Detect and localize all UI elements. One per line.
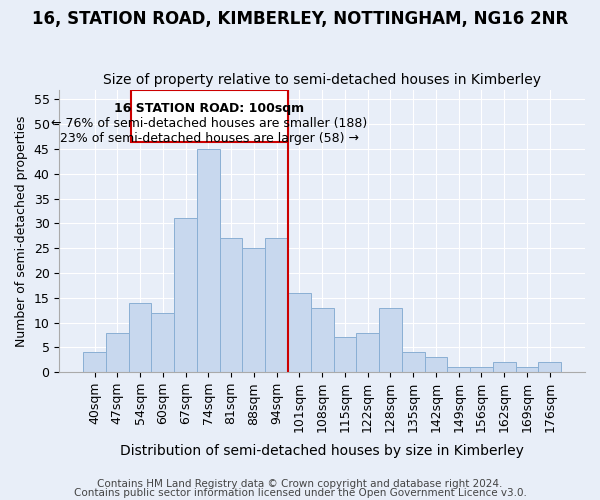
Bar xyxy=(493,362,515,372)
Text: 16, STATION ROAD, KIMBERLEY, NOTTINGHAM, NG16 2NR: 16, STATION ROAD, KIMBERLEY, NOTTINGHAM,… xyxy=(32,10,568,28)
Bar xyxy=(425,358,448,372)
Text: ← 76% of semi-detached houses are smaller (188): ← 76% of semi-detached houses are smalle… xyxy=(51,117,367,130)
Text: 23% of semi-detached houses are larger (58) →: 23% of semi-detached houses are larger (… xyxy=(60,132,359,144)
Bar xyxy=(131,90,287,142)
Bar xyxy=(174,218,197,372)
Bar xyxy=(151,312,174,372)
Bar xyxy=(470,367,493,372)
Bar xyxy=(265,238,288,372)
Bar xyxy=(515,367,538,372)
Bar xyxy=(334,338,356,372)
Bar xyxy=(448,367,470,372)
Text: Contains public sector information licensed under the Open Government Licence v3: Contains public sector information licen… xyxy=(74,488,526,498)
Text: Contains HM Land Registry data © Crown copyright and database right 2024.: Contains HM Land Registry data © Crown c… xyxy=(97,479,503,489)
Bar xyxy=(311,308,334,372)
Text: 16 STATION ROAD: 100sqm: 16 STATION ROAD: 100sqm xyxy=(114,102,304,115)
Bar xyxy=(288,293,311,372)
Bar xyxy=(356,332,379,372)
Title: Size of property relative to semi-detached houses in Kimberley: Size of property relative to semi-detach… xyxy=(103,73,541,87)
Bar xyxy=(379,308,402,372)
Bar xyxy=(128,303,151,372)
Bar xyxy=(242,248,265,372)
Bar xyxy=(83,352,106,372)
Bar xyxy=(106,332,128,372)
X-axis label: Distribution of semi-detached houses by size in Kimberley: Distribution of semi-detached houses by … xyxy=(120,444,524,458)
Bar xyxy=(538,362,561,372)
Bar xyxy=(220,238,242,372)
Bar xyxy=(402,352,425,372)
Bar xyxy=(197,149,220,372)
Y-axis label: Number of semi-detached properties: Number of semi-detached properties xyxy=(15,115,28,346)
